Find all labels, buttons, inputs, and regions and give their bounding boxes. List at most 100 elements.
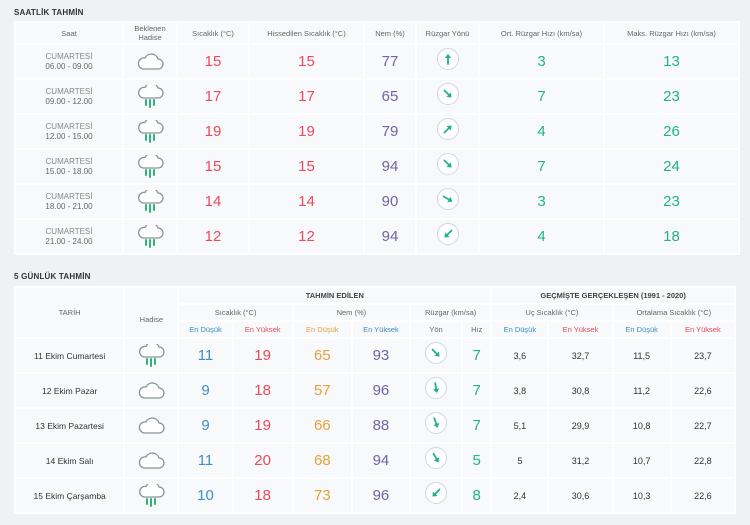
weather-cell bbox=[125, 444, 178, 477]
header-weather: Beklenen Hadise bbox=[124, 23, 176, 43]
row-day: CUMARTESİ bbox=[45, 86, 93, 96]
average-max-value: 23,7 bbox=[671, 339, 734, 372]
max-wind-value: 18 bbox=[605, 220, 738, 253]
max-wind-value: 24 bbox=[605, 150, 738, 183]
temperature-value: 17 bbox=[178, 80, 248, 113]
date-label: 15 Ekim Çarşamba bbox=[16, 479, 124, 512]
time-cell: CUMARTESİ 06.00 - 09.00 bbox=[16, 45, 122, 78]
weather-cell bbox=[124, 150, 176, 183]
date-label: 14 Ekim Salı bbox=[16, 444, 124, 477]
average-min-value: 10,8 bbox=[613, 409, 670, 442]
wind-direction-icon bbox=[436, 118, 459, 140]
wind-direction-icon bbox=[425, 342, 448, 364]
header-extreme-temperature: Uç Sıcaklık (°C) bbox=[492, 305, 612, 320]
daily-section-title: 5 GÜNLÜK TAHMİN bbox=[14, 272, 91, 281]
max-wind-value: 26 bbox=[605, 115, 738, 148]
daily-forecast-table: TARİH Hadise TAHMİN EDİLEN GEÇMİŞTE GERÇ… bbox=[14, 286, 736, 514]
rain-icon bbox=[124, 119, 176, 144]
temp-min-value: 9 bbox=[179, 374, 232, 407]
row-time-range: 12.00 - 15.00 bbox=[45, 131, 93, 141]
max-wind-value: 23 bbox=[605, 185, 738, 218]
temperature-value: 12 bbox=[178, 220, 248, 253]
temp-max-value: 18 bbox=[233, 374, 292, 407]
weather-cell bbox=[124, 185, 176, 218]
feels-like-value: 15 bbox=[250, 45, 363, 78]
extreme-max-value: 29,9 bbox=[549, 409, 612, 442]
cloud-icon bbox=[125, 451, 177, 470]
wind-direction-cell bbox=[417, 45, 478, 78]
avg-wind-value: 4 bbox=[480, 220, 603, 253]
wind-direction-cell bbox=[417, 80, 478, 113]
feels-like-value: 12 bbox=[250, 220, 363, 253]
extreme-min-value: 3,6 bbox=[492, 339, 548, 372]
average-min-value: 10,7 bbox=[613, 444, 670, 477]
temperature-value: 15 bbox=[178, 45, 248, 78]
row-time-range: 15.00 - 18.00 bbox=[45, 166, 93, 176]
header-average-temperature: Ortalama Sıcaklık (°C) bbox=[613, 305, 734, 320]
humidity-max-value: 96 bbox=[352, 479, 409, 512]
humidity-value: 90 bbox=[365, 185, 415, 218]
wind-direction-icon bbox=[436, 153, 459, 175]
table-row: 13 Ekim Pazartesi 9 19 66 88 7 5,1 29,9 10,8 22,7 bbox=[16, 409, 734, 442]
wind-direction-icon bbox=[425, 482, 448, 504]
feels-like-value: 14 bbox=[250, 185, 363, 218]
row-day: CUMARTESİ bbox=[45, 226, 93, 236]
header-extreme-min: En Düşük bbox=[492, 322, 548, 337]
temperature-value: 14 bbox=[178, 185, 248, 218]
wind-direction-cell bbox=[411, 444, 462, 477]
average-max-value: 22,7 bbox=[671, 409, 734, 442]
temp-min-value: 11 bbox=[179, 444, 232, 477]
wind-direction-cell bbox=[417, 115, 478, 148]
row-day: CUMARTESİ bbox=[45, 121, 93, 131]
header-avg-min: En Düşük bbox=[613, 322, 670, 337]
time-cell: CUMARTESİ 15.00 - 18.00 bbox=[16, 150, 122, 183]
wind-speed-value: 5 bbox=[463, 444, 491, 477]
time-cell: CUMARTESİ 18.00 - 21.00 bbox=[16, 185, 122, 218]
wind-direction-cell bbox=[411, 409, 462, 442]
wind-direction-icon bbox=[436, 83, 459, 105]
humidity-value: 94 bbox=[365, 150, 415, 183]
wind-direction-icon bbox=[425, 447, 448, 469]
weather-cell bbox=[124, 80, 176, 113]
table-row: CUMARTESİ 09.00 - 12.00 17 17 65 7 23 bbox=[16, 80, 738, 113]
wind-direction-icon bbox=[436, 223, 459, 245]
average-min-value: 11,2 bbox=[613, 374, 670, 407]
header-avg-max: En Yüksek bbox=[671, 322, 734, 337]
temp-max-value: 19 bbox=[233, 339, 292, 372]
wind-direction-cell bbox=[411, 374, 462, 407]
header-daily-wind: Rüzgar (km/sa) bbox=[411, 305, 491, 320]
header-wind-speed: Hız bbox=[463, 322, 491, 337]
header-past-observed: GEÇMİŞTE GERÇEKLEŞEN (1991 - 2020) bbox=[492, 288, 734, 303]
weather-cell bbox=[124, 45, 176, 78]
humidity-min-value: 73 bbox=[293, 479, 351, 512]
weather-cell bbox=[124, 115, 176, 148]
header-wind-direction: Rüzgar Yönü bbox=[417, 23, 478, 43]
average-max-value: 22,8 bbox=[671, 444, 734, 477]
temperature-value: 15 bbox=[178, 150, 248, 183]
row-time-range: 21.00 - 24.00 bbox=[45, 236, 93, 246]
table-row: 12 Ekim Pazar 9 18 57 96 7 3,8 30,8 11,2 22,6 bbox=[16, 374, 734, 407]
hourly-section-title: SAATLİK TAHMİN bbox=[14, 8, 84, 17]
average-max-value: 22,6 bbox=[671, 374, 734, 407]
wind-direction-icon bbox=[436, 48, 459, 70]
temperature-value: 19 bbox=[178, 115, 248, 148]
row-day: CUMARTESİ bbox=[45, 51, 93, 61]
table-row: CUMARTESİ 21.00 - 24.00 12 12 94 4 18 bbox=[16, 220, 738, 253]
avg-wind-value: 7 bbox=[480, 150, 603, 183]
table-row: CUMARTESİ 12.00 - 15.00 19 19 79 4 26 bbox=[16, 115, 738, 148]
time-cell: CUMARTESİ 12.00 - 15.00 bbox=[16, 115, 122, 148]
rain-icon bbox=[125, 343, 177, 368]
row-time-range: 18.00 - 21.00 bbox=[45, 201, 93, 211]
cloud-icon bbox=[124, 52, 176, 71]
humidity-min-value: 68 bbox=[293, 444, 351, 477]
max-wind-value: 23 bbox=[605, 80, 738, 113]
feels-like-value: 15 bbox=[250, 150, 363, 183]
humidity-value: 94 bbox=[365, 220, 415, 253]
wind-direction-cell bbox=[411, 479, 462, 512]
wind-speed-value: 7 bbox=[463, 374, 491, 407]
wind-direction-cell bbox=[417, 150, 478, 183]
table-row: CUMARTESİ 18.00 - 21.00 14 14 90 3 23 bbox=[16, 185, 738, 218]
max-wind-value: 13 bbox=[605, 45, 738, 78]
wind-direction-icon bbox=[425, 377, 448, 399]
average-min-value: 11,5 bbox=[613, 339, 670, 372]
